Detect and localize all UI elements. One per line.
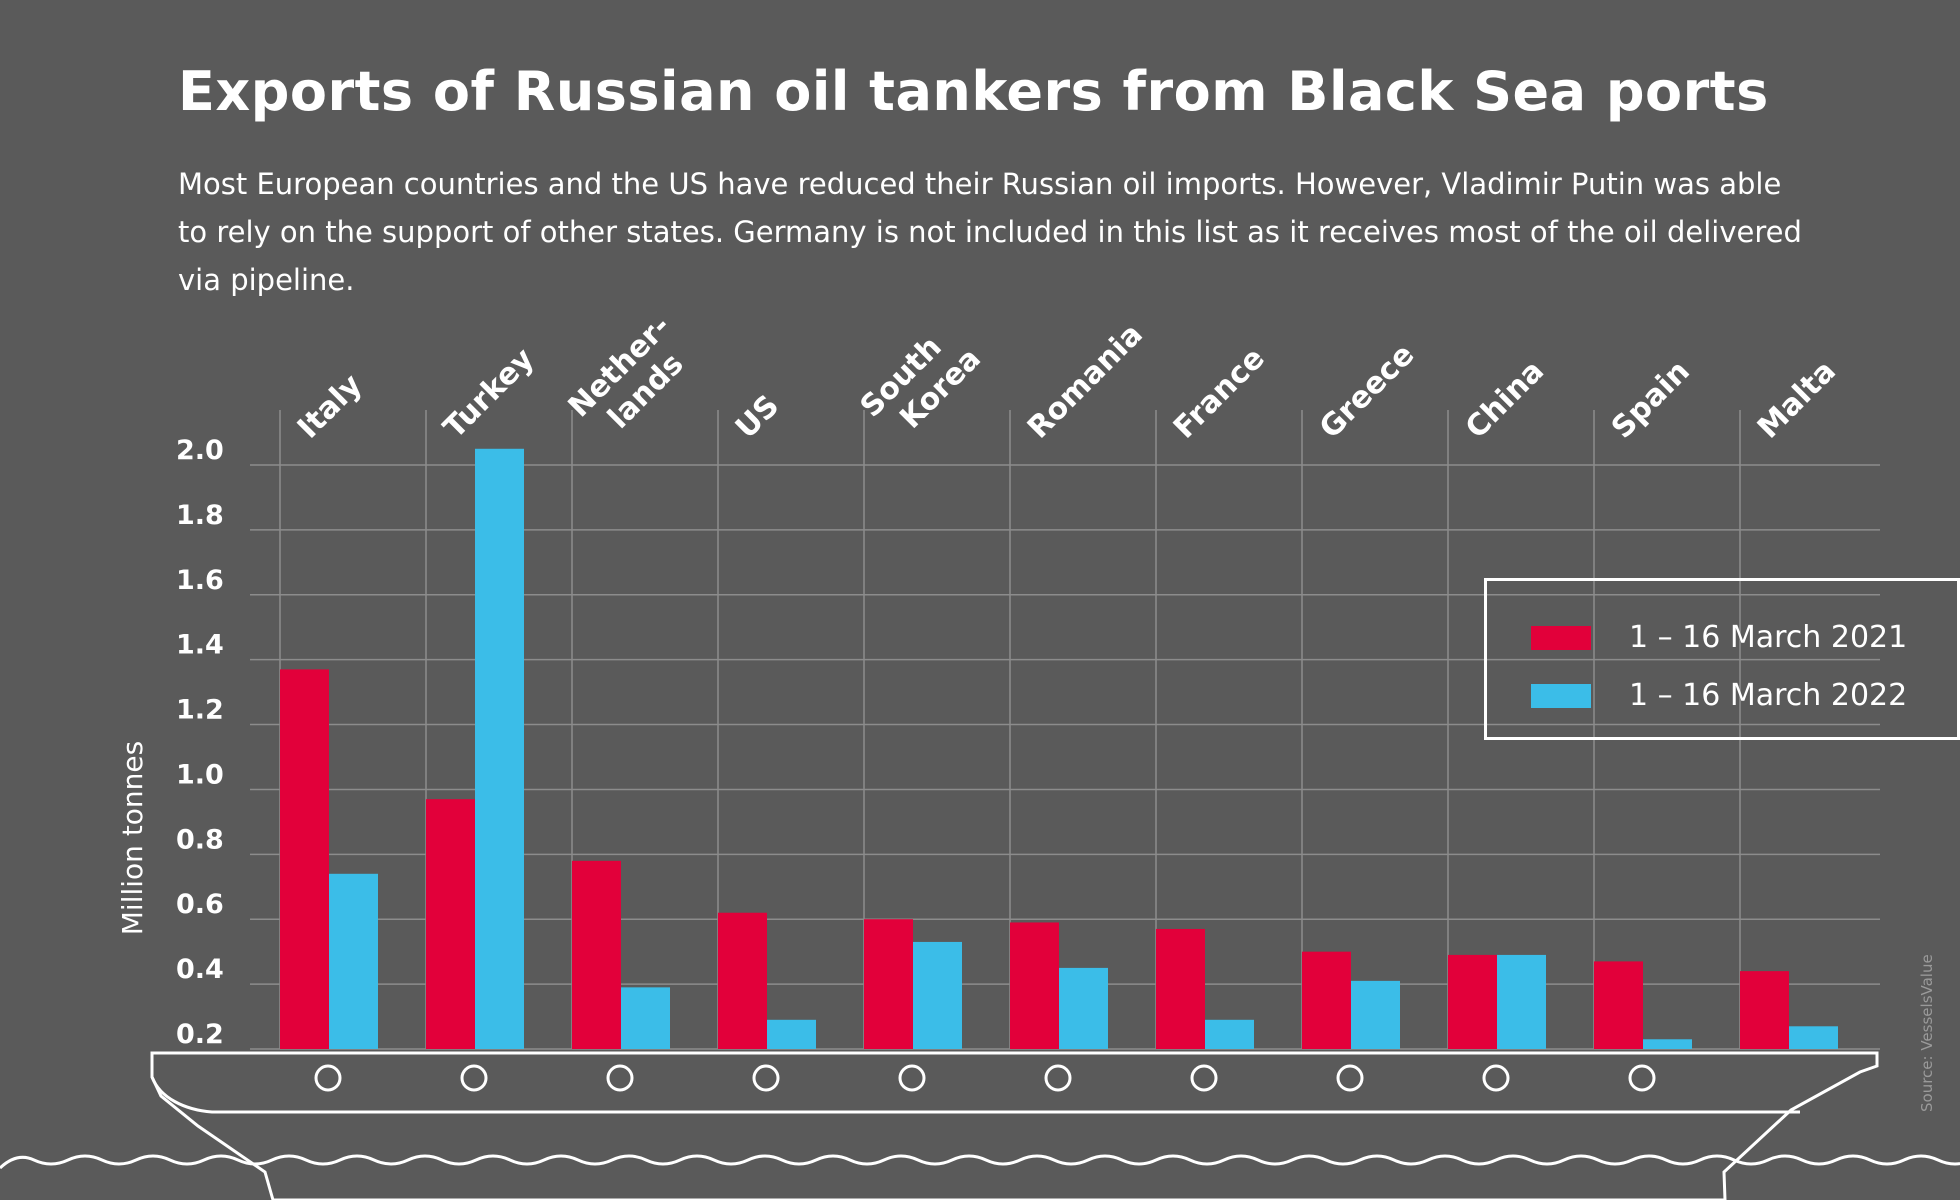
- category-labels: Italy Turkey Nether-lands US SouthKorea Roman…: [291, 309, 1843, 450]
- bar-2021: [718, 912, 767, 1049]
- y-tick-label: 0.4: [176, 954, 224, 985]
- legend-item-2021: 1 – 16 March 2021: [1531, 620, 1907, 655]
- category-label: Malta: [1751, 354, 1843, 446]
- bar-2022: [1205, 1019, 1254, 1049]
- chart-legend: 1 – 16 March 2021 1 – 16 March 2022: [1484, 578, 1960, 740]
- porthole-icon: [898, 1064, 926, 1092]
- bar-2021: [1594, 961, 1643, 1049]
- category-label: Italy: [291, 367, 370, 446]
- porthole-icon: [460, 1064, 488, 1092]
- y-tick-label: 0.8: [176, 824, 224, 855]
- bar-2021: [572, 860, 621, 1049]
- porthole-icon: [1628, 1064, 1656, 1092]
- bar-2022: [1643, 1039, 1692, 1049]
- y-axis-ticks: 0.2 0.4 0.6 0.8 1.0 1.2 1.4 1.6 1.8 2.0: [176, 435, 224, 1050]
- category-label: Spain: [1605, 354, 1697, 446]
- y-tick-label: 1.8: [176, 500, 224, 531]
- bar-2022: [1789, 1026, 1838, 1049]
- porthole-icon: [314, 1064, 342, 1092]
- y-tick-label: 2.0: [176, 435, 224, 466]
- bar-2021: [1010, 922, 1059, 1049]
- bar-2021: [426, 799, 475, 1049]
- bar-2021: [864, 919, 913, 1049]
- category-label: Romania: [1021, 317, 1150, 446]
- porthole-icon: [1336, 1064, 1364, 1092]
- bar-2021: [1156, 928, 1205, 1049]
- bar-2021: [280, 669, 329, 1049]
- y-tick-label: 0.6: [176, 889, 224, 920]
- bar-2022: [329, 873, 378, 1049]
- bar-2022: [1497, 954, 1546, 1049]
- bar-2022: [767, 1019, 816, 1049]
- category-label: Nether-lands: [562, 309, 703, 450]
- bar-2021: [1302, 951, 1351, 1049]
- legend-label-2021: 1 – 16 March 2021: [1629, 620, 1908, 655]
- ship-deck-line: [150, 1076, 1800, 1114]
- legend-swatch-2021: [1531, 625, 1591, 650]
- bar-2021: [1740, 971, 1789, 1049]
- bar-2022: [475, 448, 524, 1049]
- porthole-icon: [1044, 1064, 1072, 1092]
- bar-2022: [621, 987, 670, 1049]
- porthole-icon: [752, 1064, 780, 1092]
- bar-2022: [1059, 967, 1108, 1049]
- ship-hull: [150, 1051, 1879, 1200]
- category-label: Turkey: [437, 341, 542, 446]
- porthole-icon: [1482, 1064, 1510, 1092]
- chart-subtitle: Most European countries and the US have …: [178, 167, 1802, 297]
- y-tick-label: 1.6: [176, 565, 224, 596]
- portholes: [314, 1064, 1656, 1092]
- legend-swatch-2022: [1531, 683, 1591, 708]
- water-waves: [0, 1154, 1960, 1170]
- y-axis-label: Million tonnes: [116, 741, 149, 935]
- category-label: China: [1459, 354, 1551, 446]
- y-tick-label: 1.0: [176, 759, 224, 790]
- bar-2022: [1351, 980, 1400, 1049]
- category-label: France: [1167, 341, 1272, 446]
- y-tick-label: 1.4: [176, 630, 224, 661]
- bar-2021: [1448, 954, 1497, 1049]
- category-label: US: [729, 388, 786, 445]
- category-label: Greece: [1313, 337, 1421, 445]
- y-tick-label: 1.2: [176, 695, 224, 726]
- porthole-icon: [606, 1064, 634, 1092]
- porthole-icon: [1190, 1064, 1218, 1092]
- legend-label-2022: 1 – 16 March 2022: [1629, 678, 1908, 713]
- source-note: Source: VesselsValue: [1918, 954, 1936, 1112]
- tanker-ship-illustration: [150, 1051, 1879, 1200]
- category-label: SouthKorea: [854, 316, 988, 450]
- bar-2022: [913, 941, 962, 1049]
- chart-title: Exports of Russian oil tankers from Blac…: [178, 60, 1769, 123]
- legend-item-2022: 1 – 16 March 2022: [1531, 678, 1907, 713]
- bars: [280, 448, 1838, 1049]
- y-tick-label: 0.2: [176, 1019, 224, 1050]
